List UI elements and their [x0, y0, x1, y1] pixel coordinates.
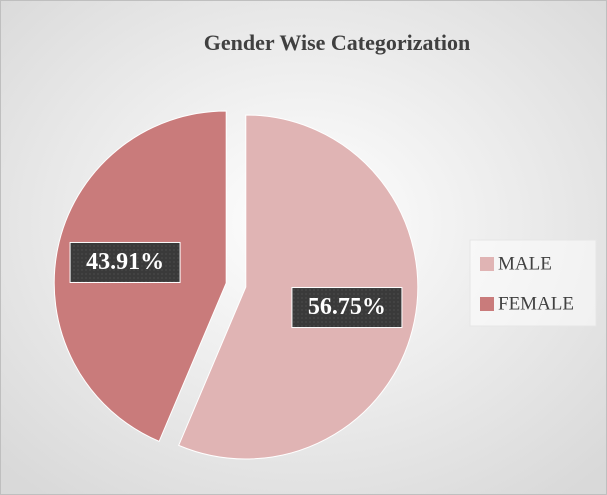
data-label: 56.75% — [308, 294, 386, 320]
legend — [469, 239, 597, 327]
legend-swatch — [480, 297, 494, 311]
legend-label: FEMALE — [498, 293, 574, 314]
data-label: 43.91% — [86, 249, 164, 275]
data-label-box — [69, 241, 181, 283]
legend-label: MALE — [498, 253, 552, 274]
legend-swatch — [480, 257, 494, 271]
pie-slice — [178, 114, 419, 460]
data-label-box — [291, 287, 403, 329]
chart-title: Gender Wise Categorization — [204, 30, 470, 55]
